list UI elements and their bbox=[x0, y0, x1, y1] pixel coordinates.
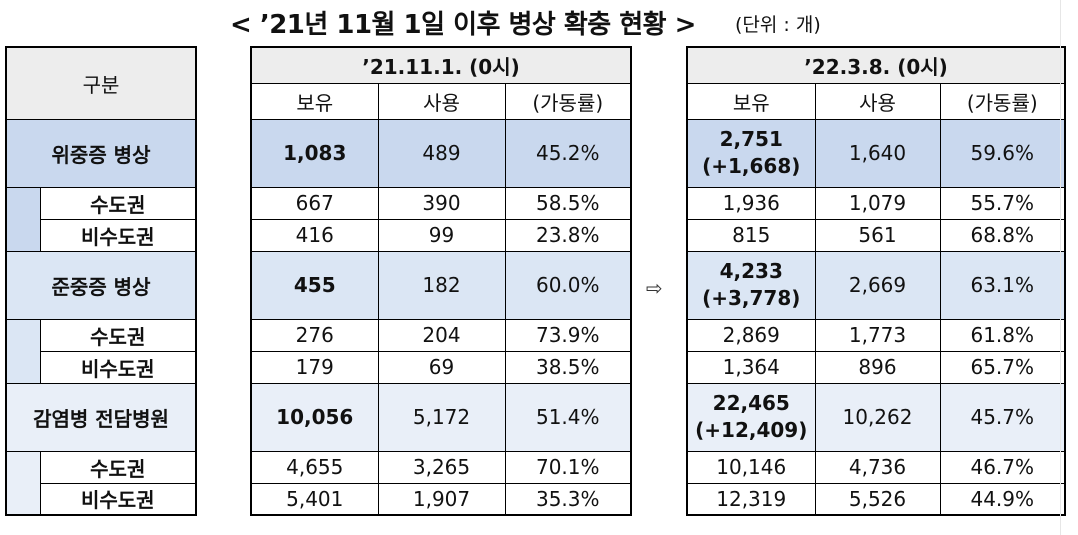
table-cell: 59.6% bbox=[939, 118, 1067, 188]
category-table: 구분 위중증 병상 수도권 비수도권 준중증 병상 수도권 비수도권 감염병 전… bbox=[5, 46, 197, 516]
table-cell: 1,083 bbox=[250, 118, 379, 188]
table-cell: 45.7% bbox=[939, 382, 1067, 452]
category-infectious-metro: 수도권 bbox=[39, 450, 197, 484]
table-cell: 73.9% bbox=[504, 318, 633, 352]
category-critical-indent bbox=[5, 187, 41, 252]
table-cell: 65.7% bbox=[939, 350, 1067, 384]
table-cell: 390 bbox=[377, 186, 506, 220]
category-semicritical-indent bbox=[5, 319, 41, 384]
table-cell: 4,233 (+3,778) bbox=[686, 250, 816, 320]
table-cell: 35.3% bbox=[504, 482, 633, 516]
table-cell: 1,936 bbox=[686, 186, 816, 220]
table-cell: 2,751 (+1,668) bbox=[686, 118, 816, 188]
col-header-used: 사용 bbox=[814, 82, 941, 120]
table-cell: 51.4% bbox=[504, 382, 633, 452]
table-cell: 4,736 bbox=[814, 450, 941, 484]
table-cell: 10,056 bbox=[250, 382, 379, 452]
col-header-own: 보유 bbox=[250, 82, 379, 120]
date-header-2021: ’21.11.1. (0시) bbox=[249, 46, 633, 84]
table-cell: 61.8% bbox=[939, 318, 1067, 352]
table-cell: 69 bbox=[377, 350, 506, 384]
table-cell: 1,079 bbox=[814, 186, 941, 220]
page-title: < ’21년 11월 1일 이후 병상 확충 현황 > bbox=[230, 10, 696, 40]
table-cell: 5,172 bbox=[377, 382, 506, 452]
category-critical-nonmetro: 비수도권 bbox=[39, 218, 197, 252]
table-cell: 276 bbox=[250, 318, 379, 352]
table-cell: 1,773 bbox=[814, 318, 941, 352]
table-cell: 204 bbox=[377, 318, 506, 352]
table-cell: 70.1% bbox=[504, 450, 633, 484]
arrow-right-icon: ⇨ bbox=[646, 276, 663, 300]
table-cell: 2,669 bbox=[814, 250, 941, 320]
table-cell: 815 bbox=[686, 218, 816, 252]
category-semicritical: 준중증 병상 bbox=[5, 250, 197, 320]
table-cell: 55.7% bbox=[939, 186, 1067, 220]
title-bar: < ’21년 11월 1일 이후 병상 확충 현황 > (단위 : 개) bbox=[0, 0, 1078, 40]
table-cell: 1,640 bbox=[814, 118, 941, 188]
category-header: 구분 bbox=[5, 46, 197, 120]
owned-increase: (+1,668) bbox=[702, 154, 801, 178]
category-infectious: 감염병 전담병원 bbox=[5, 382, 197, 452]
category-infectious-nonmetro: 비수도권 bbox=[39, 482, 197, 516]
date-header-2022: ’22.3.8. (0시) bbox=[685, 46, 1067, 84]
table-cell: 561 bbox=[814, 218, 941, 252]
table-cell: 896 bbox=[814, 350, 941, 384]
table-cell: 5,401 bbox=[250, 482, 379, 516]
owned-total: 22,465 bbox=[712, 391, 790, 415]
table-cell: 44.9% bbox=[939, 482, 1067, 516]
table-cell: 667 bbox=[250, 186, 379, 220]
table-cell: 1,907 bbox=[377, 482, 506, 516]
table-cell: 63.1% bbox=[939, 250, 1067, 320]
table-cell: 2,869 bbox=[686, 318, 816, 352]
table-cell: 182 bbox=[377, 250, 506, 320]
table-cell: 4,655 bbox=[250, 450, 379, 484]
owned-increase: (+12,409) bbox=[695, 418, 808, 442]
category-infectious-indent bbox=[5, 451, 41, 516]
col-header-rate: (가동률) bbox=[939, 82, 1067, 120]
unit-label: (단위 : 개) bbox=[735, 14, 821, 36]
table-cell: 5,526 bbox=[814, 482, 941, 516]
table-cell: 99 bbox=[377, 218, 506, 252]
table-cell: 10,146 bbox=[686, 450, 816, 484]
table-2021: ’21.11.1. (0시) 보유 사용 (가동률) 1,083 489 45.… bbox=[249, 46, 633, 516]
table-cell: 12,319 bbox=[686, 482, 816, 516]
table-cell: 416 bbox=[250, 218, 379, 252]
table-cell: 22,465 (+12,409) bbox=[686, 382, 816, 452]
category-semicritical-metro: 수도권 bbox=[39, 318, 197, 352]
table-cell: 1,364 bbox=[686, 350, 816, 384]
table-2022: ’22.3.8. (0시) 보유 사용 (가동률) 2,751 (+1,668)… bbox=[685, 46, 1067, 516]
table-cell: 23.8% bbox=[504, 218, 633, 252]
col-header-used: 사용 bbox=[377, 82, 506, 120]
table-cell: 58.5% bbox=[504, 186, 633, 220]
col-header-rate: (가동률) bbox=[504, 82, 633, 120]
table-cell: 38.5% bbox=[504, 350, 633, 384]
table-cell: 10,262 bbox=[814, 382, 941, 452]
table-cell: 179 bbox=[250, 350, 379, 384]
table-cell: 489 bbox=[377, 118, 506, 188]
page-edge bbox=[1060, 0, 1067, 535]
table-cell: 68.8% bbox=[939, 218, 1067, 252]
table-cell: 60.0% bbox=[504, 250, 633, 320]
category-critical: 위중증 병상 bbox=[5, 118, 197, 188]
table-cell: 45.2% bbox=[504, 118, 633, 188]
owned-increase: (+3,778) bbox=[702, 286, 801, 310]
category-semicritical-nonmetro: 비수도권 bbox=[39, 350, 197, 384]
table-cell: 46.7% bbox=[939, 450, 1067, 484]
table-cell: 455 bbox=[250, 250, 379, 320]
owned-total: 4,233 bbox=[719, 259, 783, 283]
col-header-own: 보유 bbox=[686, 82, 816, 120]
category-critical-metro: 수도권 bbox=[39, 186, 197, 220]
table-cell: 3,265 bbox=[377, 450, 506, 484]
owned-total: 2,751 bbox=[719, 127, 783, 151]
